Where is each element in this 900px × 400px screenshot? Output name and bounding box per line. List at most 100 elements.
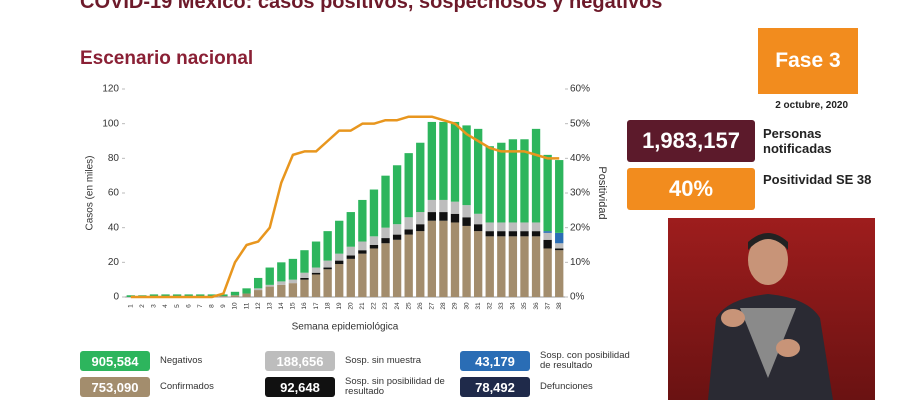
bar-segment — [300, 279, 309, 297]
bar-segment — [369, 248, 379, 297]
bar-segment — [288, 283, 298, 297]
bar-segment — [369, 245, 379, 249]
x-tick-label: 20 — [348, 302, 355, 310]
x-tick-label: 9 — [220, 304, 227, 308]
bar-segment — [439, 220, 448, 297]
bar-segment — [555, 160, 564, 233]
bar-segment — [416, 142, 425, 213]
bar-segment — [497, 231, 506, 237]
bar-segment — [392, 234, 402, 240]
bar-segment — [473, 213, 483, 225]
x-tick-label: 1 — [128, 304, 135, 308]
x-tick-label: 35 — [521, 302, 528, 310]
bar-segment — [323, 260, 332, 268]
bar-segment — [346, 255, 355, 259]
bar-segment — [311, 274, 321, 297]
legend-total: 188,656 — [265, 351, 335, 371]
legend-label: Defunciones — [540, 381, 593, 392]
x-tick-label: 36 — [533, 302, 540, 310]
y-tick-label: 20 — [108, 257, 120, 268]
y2-axis-label: Positividad — [596, 166, 608, 219]
bar-segment — [543, 154, 552, 232]
bar-segment — [485, 231, 494, 237]
date: 2 octubre, 2020 — [775, 100, 848, 111]
bar-segment — [555, 243, 564, 249]
bar-segment — [369, 236, 379, 245]
bar-segment — [242, 288, 251, 294]
x-tick-label: 18 — [324, 302, 331, 310]
x-tick-label: 37 — [544, 302, 551, 310]
bar-segment — [219, 296, 228, 297]
bar-segment — [473, 128, 483, 214]
bar-segment — [416, 212, 425, 225]
bar-segment — [346, 246, 355, 256]
bar-segment — [219, 294, 228, 297]
x-tick-label: 7 — [197, 304, 204, 308]
bar-segment — [253, 290, 263, 297]
person-hair — [748, 233, 788, 250]
bar-segment — [531, 231, 541, 237]
bar-segment — [149, 294, 159, 297]
bar-segment — [520, 222, 529, 232]
y-tick-label: 100 — [102, 118, 119, 129]
bar-segment — [543, 248, 552, 297]
x-tick-label: 13 — [266, 302, 273, 310]
x-tick-label: 5 — [174, 304, 181, 308]
bar-segment — [520, 139, 529, 223]
notified-label: Personas notificadas — [763, 126, 832, 156]
bar-segment — [555, 232, 564, 244]
bar-segment — [427, 199, 437, 213]
bar-segment — [450, 121, 460, 202]
x-tick-label: 6 — [185, 304, 192, 308]
bar-segment — [450, 213, 460, 223]
bar-segment — [531, 236, 541, 297]
bar-segment — [311, 272, 321, 275]
bar-segment — [323, 267, 332, 270]
bar-segment — [508, 231, 518, 237]
bar-segment — [381, 227, 390, 239]
bar-segment — [543, 239, 552, 249]
bar-segment — [323, 231, 332, 261]
bar-segment — [335, 220, 344, 254]
bar-segment — [300, 250, 309, 273]
bar-segment — [416, 231, 425, 297]
x-axis-label: Semana epidemiológica — [292, 322, 399, 333]
x-tick-label: 28 — [440, 302, 447, 310]
person-hand — [721, 309, 745, 327]
bar-segment — [497, 222, 506, 232]
legend-label: Confirmados — [160, 381, 214, 392]
bar-segment — [358, 199, 367, 242]
bar-segment — [520, 231, 529, 237]
bar-segment — [462, 225, 471, 297]
bar-segment — [381, 175, 390, 228]
legend-item: 753,090 Confirmados — [80, 376, 265, 398]
y2-tick-label: 50% — [570, 118, 590, 129]
legend-total: 43,179 — [460, 351, 530, 371]
x-tick-label: 12 — [255, 302, 262, 310]
x-tick-label: 10 — [232, 302, 239, 310]
x-tick-label: 19 — [336, 302, 343, 310]
x-tick-label: 30 — [463, 302, 470, 310]
x-tick-label: 15 — [290, 302, 297, 310]
bar-segment — [323, 269, 332, 297]
x-tick-label: 22 — [371, 302, 378, 310]
bar-segment — [508, 236, 518, 297]
bar-segment — [555, 248, 564, 251]
bar-segment — [230, 295, 240, 297]
x-tick-label: 2 — [139, 304, 146, 308]
bar-segment — [392, 224, 402, 235]
x-tick-label: 11 — [243, 302, 250, 309]
bar-segment — [439, 121, 448, 200]
y-tick-label: 120 — [102, 84, 119, 95]
bar-segment — [392, 239, 402, 297]
y2-tick-label: 60% — [570, 84, 590, 95]
bar-segment — [555, 250, 564, 297]
bar-segment — [427, 121, 437, 200]
bar-segment — [427, 220, 437, 297]
bar-segment — [161, 294, 170, 297]
x-tick-label: 33 — [498, 302, 505, 310]
x-tick-label: 21 — [359, 302, 366, 310]
bar-segment — [531, 128, 541, 223]
bar-segment — [196, 294, 205, 297]
header-title: COVID-19 México: casos positivos, sospec… — [80, 0, 663, 13]
